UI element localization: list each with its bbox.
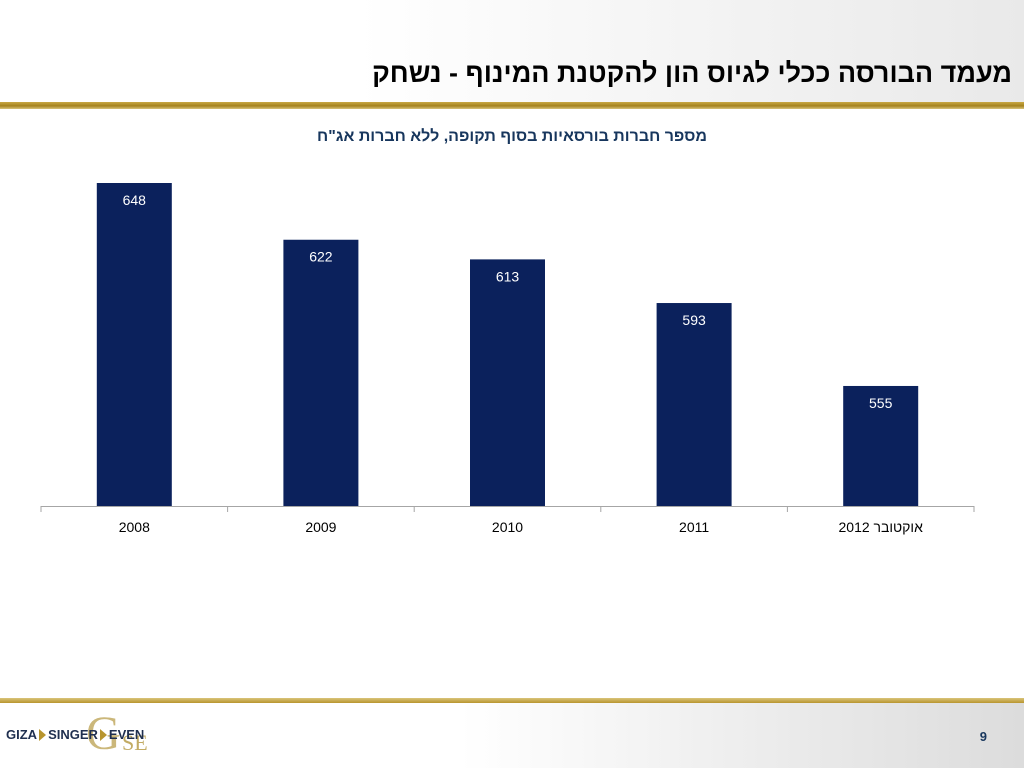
slide-title: מעמד הבורסה ככלי לגיוס הון להקטנת המינוף… <box>372 58 1012 88</box>
bar <box>843 385 919 506</box>
bar <box>96 183 172 506</box>
bar-data-label: 613 <box>496 268 520 284</box>
bar-data-label: 555 <box>869 395 893 411</box>
x-tick-label: אוקטובר 2012 <box>839 519 924 535</box>
logo-arrow-icon <box>99 728 107 741</box>
footer-gold-rule <box>0 698 1024 703</box>
page-number: 9 <box>979 729 987 744</box>
logo-word-even: EVEN <box>108 727 145 742</box>
bar <box>283 239 359 507</box>
chart-title: מספר חברות בורסאיות בסוף תקופה, ללא חברו… <box>317 128 707 145</box>
bar <box>656 303 732 506</box>
bar-data-label: 648 <box>123 192 147 208</box>
bar-data-label: 622 <box>309 249 333 265</box>
x-tick-label: 2008 <box>119 519 150 535</box>
logo-word-giza: GIZA <box>6 727 38 742</box>
logo-monogram-sub: SE <box>122 730 148 755</box>
logo-wordmark: GIZA SINGER EVEN <box>6 727 144 743</box>
logo-word-singer: SINGER <box>48 727 98 742</box>
bar-chart: 648 2008 622 2009 613 2010 593 2011 555 אוקטובר 2… <box>40 183 975 535</box>
x-tick-label: 2009 <box>305 519 336 535</box>
header-background <box>0 0 1024 102</box>
bar-data-label: 593 <box>682 312 706 328</box>
x-tick-label: 2011 <box>679 519 709 535</box>
footer-background <box>0 703 1024 768</box>
bar <box>470 259 545 506</box>
header-gold-rule <box>0 102 1024 109</box>
x-tick-label: 2010 <box>492 519 523 535</box>
logo-arrow-icon <box>39 728 47 741</box>
giza-singer-even-logo: G SE GIZA SINGER EVEN <box>6 707 176 764</box>
